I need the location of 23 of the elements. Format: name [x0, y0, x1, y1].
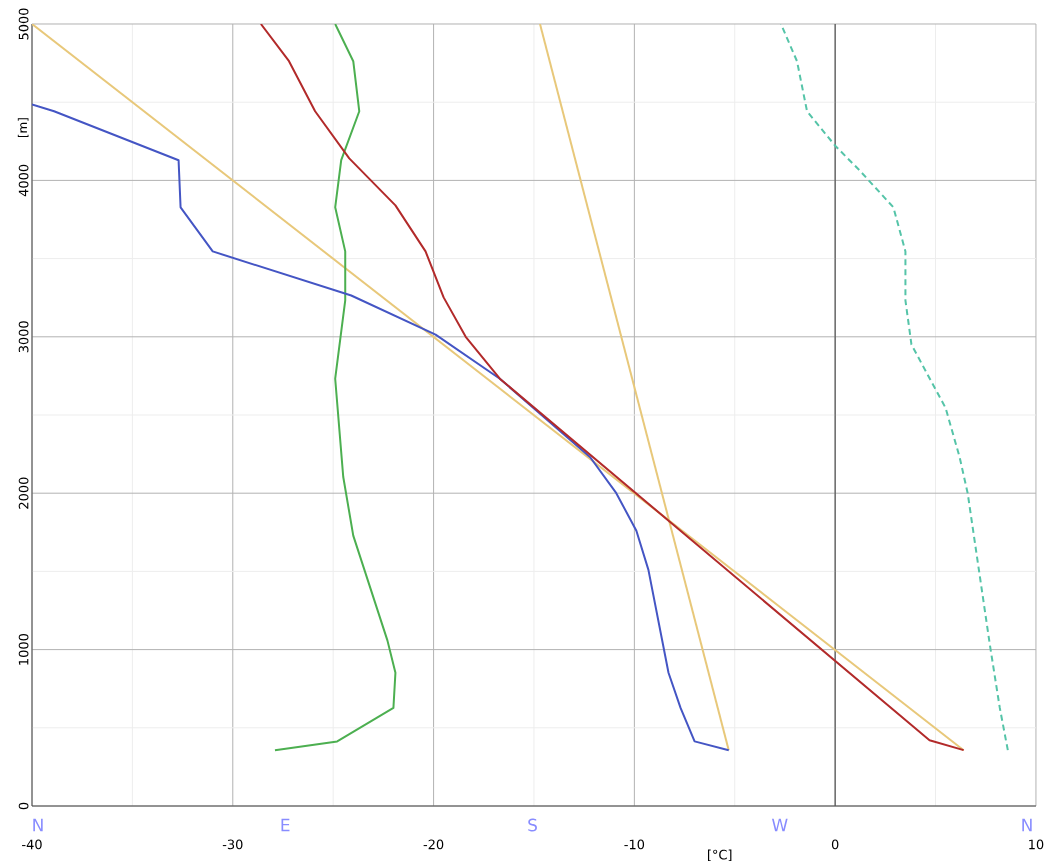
- line-series: [779, 24, 1009, 752]
- y-tick-label: 2000: [18, 477, 29, 509]
- text: N: [1022, 818, 1032, 832]
- text: S: [528, 818, 537, 832]
- text: W: [772, 818, 788, 832]
- y-tick-label: 5000: [18, 8, 29, 40]
- y-tick-label: 3000: [18, 321, 29, 353]
- line-series: [259, 24, 965, 752]
- x-tick-label: -10: [624, 839, 645, 850]
- line-series: [32, 103, 730, 752]
- x-tick-label: -20: [423, 839, 444, 850]
- text: E: [281, 818, 290, 832]
- x-tick-label: 10: [1029, 839, 1044, 850]
- y-axis-title: [m]: [17, 118, 29, 138]
- y-tick-label: 4000: [18, 164, 29, 197]
- x-tick-label: -30: [222, 839, 243, 850]
- x-tick-label: 0: [831, 839, 839, 850]
- y-tick-label: 0: [18, 802, 29, 810]
- text: N: [33, 818, 43, 832]
- x-tick-label: -40: [22, 839, 42, 850]
- x-axis-title: [°C]: [707, 849, 732, 862]
- line-series: [273, 24, 397, 752]
- y-tick-label: 1000: [18, 633, 29, 665]
